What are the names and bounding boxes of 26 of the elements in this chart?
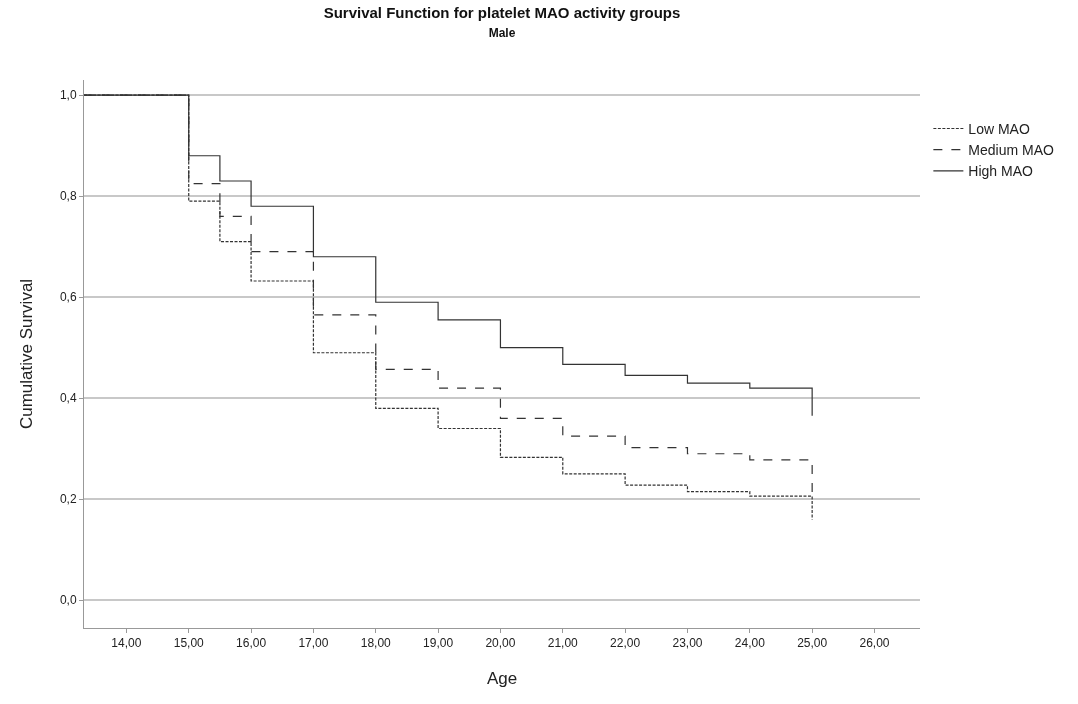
x-tick-label: 14,00: [111, 636, 142, 651]
x-tick-label: 26,00: [859, 636, 890, 651]
x-tick-label: 17,00: [298, 636, 329, 651]
chart-title: Survival Function for platelet MAO activity groups: [323, 3, 681, 21]
y-tick-label: 0,2: [59, 492, 77, 507]
x-tick-label: 25,00: [797, 636, 828, 651]
y-tick-label: 1,0: [59, 88, 77, 103]
x-tick-label: 20,00: [485, 636, 516, 651]
y-tick-label: 0,6: [59, 290, 77, 305]
x-tick-label: 24,00: [734, 636, 766, 651]
x-tick-label: 23,00: [672, 636, 703, 651]
legend-label: High MAO: [968, 163, 1034, 180]
x-tick-label: 22,00: [610, 636, 641, 651]
y-axis-title: Cumulative Survival: [17, 278, 37, 430]
x-tick-label: 15,00: [173, 636, 205, 651]
y-tick-label: 0,0: [59, 593, 77, 608]
legend-label: Medium MAO: [968, 142, 1055, 159]
x-axis-title: Age: [486, 668, 518, 688]
x-tick-label: 19,00: [423, 636, 454, 651]
x-tick-label: 21,00: [547, 636, 579, 651]
y-tick-label: 0,4: [59, 391, 77, 406]
x-tick-label: 16,00: [236, 636, 267, 651]
x-tick-label: 18,00: [360, 636, 392, 651]
legend-label: Low MAO: [968, 120, 1030, 137]
chart-subtitle: Male: [488, 26, 516, 41]
y-tick-label: 0,8: [59, 189, 77, 204]
